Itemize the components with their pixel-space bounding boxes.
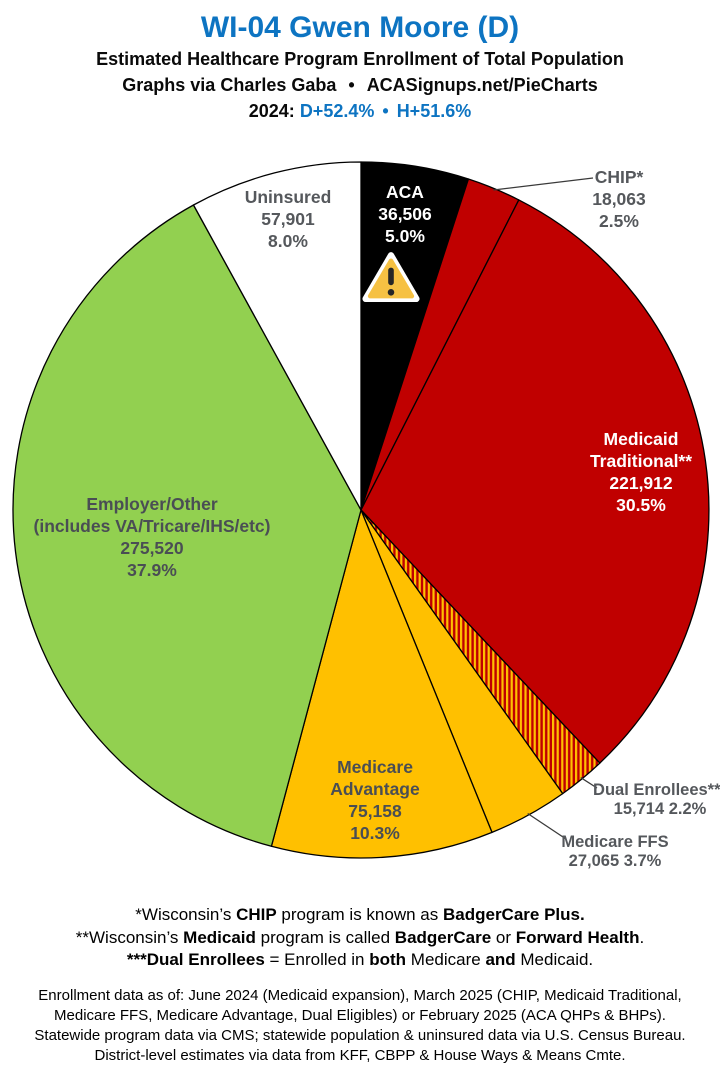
slice-label-aca: ACA 36,506 5.0% xyxy=(378,181,432,247)
slice-label-ma-line: Medicare xyxy=(337,757,413,777)
slice-label-employer-line: (includes VA/Tricare/IHS/etc) xyxy=(33,516,271,536)
slice-label-aca-line: 36,506 xyxy=(378,204,432,224)
footnotes: *Wisconsin’s CHIP program is known as Ba… xyxy=(0,904,720,972)
leader-line-dual xyxy=(580,777,598,789)
footnote-line: ***Dual Enrollees = Enrolled in both Med… xyxy=(0,949,720,972)
slice-label-chip-line: 18,063 xyxy=(592,189,646,209)
slice-label-medicaid-line: 221,912 xyxy=(609,473,673,493)
footnote-segment: Medicare xyxy=(406,950,486,969)
slice-label-aca-line: 5.0% xyxy=(385,226,425,246)
credit-site: ACASignups.net/PieCharts xyxy=(366,75,598,95)
slice-label-medicaid-line: 30.5% xyxy=(616,495,666,515)
pie-slice-ma xyxy=(270,509,493,859)
slice-label-dual-line: Dual Enrollees*** xyxy=(593,781,720,799)
bullet-separator: • xyxy=(382,101,389,121)
slice-label-employer: Employer/Other (includes VA/Tricare/IHS/e… xyxy=(34,493,271,581)
slice-label-uninsured-line: Uninsured xyxy=(244,187,332,207)
subtitle: Estimated Healthcare Program Enrollment … xyxy=(96,49,624,69)
slice-label-aca-line: ACA xyxy=(386,182,424,202)
election-margins: 2024: D+52.4% • H+51.6% xyxy=(0,100,720,122)
footnote-segment: **Wisconsin’s xyxy=(75,927,184,947)
slice-label-chip: CHIP* 18,063 2.5% xyxy=(592,166,646,232)
slice-label-medicaid-line: Medicaid xyxy=(603,429,679,449)
slice-label-medicaid-line: Traditional** xyxy=(589,451,693,471)
header: WI-04 Gwen Moore (D) Estimated Healthcar… xyxy=(0,12,720,122)
slice-label-uninsured-line: 57,901 xyxy=(261,209,315,229)
slice-label-ma-line: Advantage xyxy=(330,779,420,799)
footnote-segment: . xyxy=(639,927,645,947)
slice-label-ffs: Medicare FFS 27,065 3.7% xyxy=(561,833,668,871)
footnote-segment: . xyxy=(579,905,585,924)
source-line: Medicare FFS, Medicare Advantage, Dual E… xyxy=(54,1007,666,1024)
slice-label-ffs-line: Medicare FFS xyxy=(561,833,669,851)
slice-label-dual-line: 15,714 2.2% xyxy=(613,800,707,818)
credit-line: Graphs via Charles Gaba • ACASignups.net/P… xyxy=(0,74,720,96)
page-title: WI-04 Gwen Moore (D) xyxy=(200,11,520,44)
pie-slice-uninsured xyxy=(192,161,362,511)
leader-line-ffs xyxy=(527,812,567,840)
source-notes: Enrollment data as of: June 2024 (Medica… xyxy=(0,986,720,1066)
pie-slice-medicaid xyxy=(360,199,710,764)
year-label: 2024: xyxy=(248,101,295,121)
footnote-segment: *Wisconsin’s xyxy=(135,905,237,924)
source-line: District-level estimates via data from K… xyxy=(94,1047,626,1064)
footnote-segment: CHIP xyxy=(236,905,277,924)
slice-label-uninsured-line: 8.0% xyxy=(268,231,308,251)
slice-label-chip-line: 2.5% xyxy=(599,211,639,231)
footnote-segment: program is known as xyxy=(276,905,443,924)
slice-label-chip-line: CHIP* xyxy=(594,167,644,187)
slice-label-employer-line: Employer/Other xyxy=(86,494,218,514)
harris-margin: H+51.6% xyxy=(396,101,472,121)
footnote-segment: BadgerCare xyxy=(394,927,492,947)
leader-line-chip xyxy=(493,177,594,191)
footnote-line: **Wisconsin’s Medicaid program is called… xyxy=(0,927,720,950)
pie-slice-employer xyxy=(12,204,362,847)
slice-label-uninsured: Uninsured 57,901 8.0% xyxy=(245,186,332,252)
footnote-segment: Forward Health xyxy=(515,927,640,947)
leader-lines xyxy=(493,177,598,840)
source-line: Enrollment data as of: June 2024 (Medica… xyxy=(38,987,682,1004)
footnote-segment: or xyxy=(491,927,516,947)
slice-label-ma-line: 10.3% xyxy=(350,823,400,843)
slice-label-ma: Medicare Advantage 75,158 10.3% xyxy=(330,756,419,844)
footnote-segment: = Enrolled in xyxy=(264,950,370,969)
slice-label-employer-line: 37.9% xyxy=(127,560,177,580)
footnote-segment: Medicaid. xyxy=(515,950,594,969)
footnote-line: *Wisconsin’s CHIP program is known as Ba… xyxy=(0,904,720,927)
pie-slices xyxy=(12,161,710,859)
footnote-segment: and xyxy=(485,950,516,969)
credit-prefix: Graphs via Charles Gaba xyxy=(122,75,337,95)
footnote-segment: program is called xyxy=(255,927,395,947)
footnote-segment: Medicaid xyxy=(183,927,256,947)
footnote-segment: BadgerCare Plus xyxy=(442,905,580,924)
slice-label-medicaid: Medicaid Traditional** 221,912 30.5% xyxy=(590,428,692,516)
slice-label-employer-line: 275,520 xyxy=(120,538,184,558)
slice-label-ma-line: 75,158 xyxy=(348,801,402,821)
source-line: Statewide program data via CMS; statewid… xyxy=(34,1027,686,1044)
warning-triangle-icon xyxy=(362,252,420,303)
slice-label-dual: Dual Enrollees*** 15,714 2.2% xyxy=(593,781,720,819)
dem-margin: D+52.4% xyxy=(299,101,375,121)
footnote-segment: both xyxy=(369,950,407,969)
footnote-segment: ***Dual Enrollees xyxy=(126,950,265,969)
slice-label-ffs-line: 27,065 3.7% xyxy=(568,852,662,870)
bullet-separator: • xyxy=(348,75,355,95)
